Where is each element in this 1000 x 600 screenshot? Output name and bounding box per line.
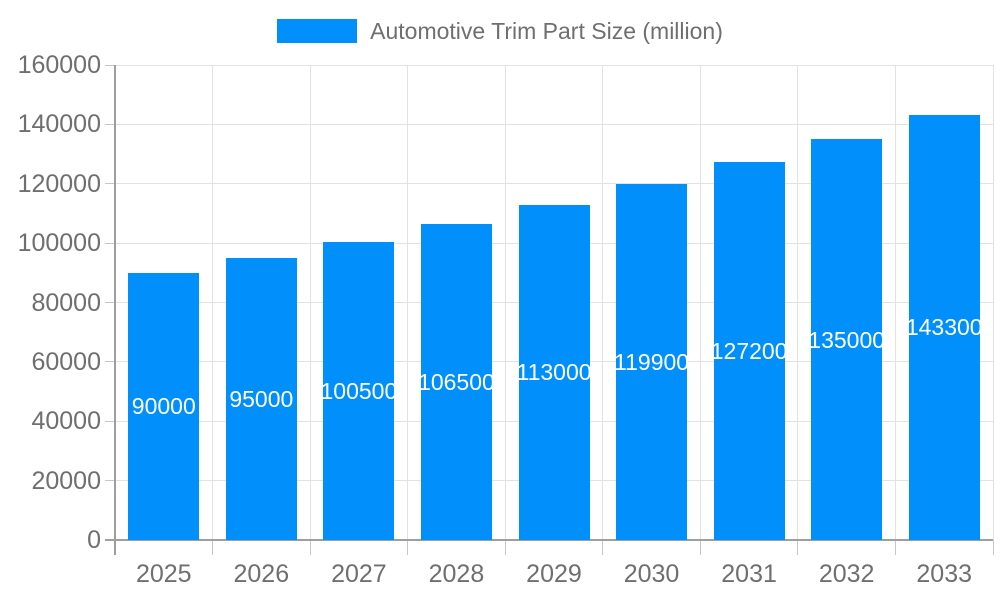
x-gridline: [504, 65, 506, 540]
bar-2032: 135000: [808, 139, 886, 540]
y-axis-tick-label: 20000: [31, 466, 101, 495]
x-gridline: [309, 65, 311, 540]
bar-2026: 95000: [225, 257, 297, 540]
legend-swatch: [277, 19, 358, 43]
bar-value-label: 119900: [614, 349, 690, 376]
y-axis-tick: [105, 64, 115, 66]
bar-value-label: 143300: [905, 314, 983, 341]
x-axis-tick-label: 2028: [428, 560, 485, 588]
x-gridline: [992, 65, 994, 540]
chart-title: Automotive Trim Part Size (million): [370, 18, 723, 44]
y-axis-tick-label: 40000: [31, 407, 101, 436]
x-axis-tick-label: 2027: [331, 560, 387, 588]
x-axis-tick-label: 2031: [721, 560, 777, 588]
y-axis-tick: [105, 183, 115, 185]
y-axis-tick-label: 80000: [31, 288, 101, 317]
x-axis-tick-label: 2033: [916, 560, 973, 588]
x-axis-tick: [992, 540, 994, 555]
y-axis-tick-label: 120000: [17, 169, 101, 198]
bar-value-label: 90000: [131, 393, 196, 420]
bar-value-label: 135000: [808, 326, 886, 353]
y-gridline: [115, 64, 993, 66]
bar-2033: 143300: [905, 114, 983, 540]
bar-2028: 106500: [418, 223, 495, 540]
y-axis-tick: [105, 123, 115, 125]
y-axis-tick-label: 140000: [17, 110, 101, 139]
y-axis-tick-label: 160000: [17, 51, 101, 79]
x-axis-tick-label: 2032: [818, 560, 875, 588]
bar-value-label: 100500: [320, 377, 398, 404]
x-axis-tick: [504, 540, 506, 555]
x-axis-tick-label: 2029: [526, 560, 582, 588]
y-axis-tick: [105, 361, 115, 363]
x-axis-tick: [602, 540, 604, 555]
x-axis-line: [105, 539, 993, 541]
x-axis-tick: [894, 540, 896, 555]
bar-2027: 100500: [321, 241, 397, 540]
x-axis-tick: [407, 540, 409, 555]
x-gridline: [407, 65, 409, 540]
bar-value-label: 106500: [418, 368, 495, 395]
x-gridline: [212, 65, 214, 540]
bar-2025: 90000: [128, 272, 200, 540]
y-axis-tick: [105, 480, 115, 482]
x-gridline: [699, 65, 701, 540]
bar-2030: 119900: [614, 184, 690, 540]
bar-2031: 127200: [710, 162, 788, 540]
chart-legend: Automotive Trim Part Size (million): [0, 18, 1000, 44]
x-gridline: [797, 65, 799, 540]
y-gridline: [115, 183, 993, 185]
y-axis-tick-label: 60000: [31, 347, 101, 376]
x-axis-tick: [699, 540, 701, 555]
x-axis-tick: [797, 540, 799, 555]
y-gridline: [115, 123, 993, 125]
x-gridline: [602, 65, 604, 540]
x-axis-tick-label: 2030: [623, 560, 680, 588]
y-axis-tick: [105, 420, 115, 422]
y-axis-tick: [105, 242, 115, 244]
x-axis-tick: [212, 540, 214, 555]
y-axis-tick-label: 0: [87, 526, 101, 554]
bar-2029: 113000: [516, 204, 592, 540]
x-axis-tick: [309, 540, 311, 555]
bar-value-label: 113000: [516, 359, 592, 386]
y-axis-tick-label: 100000: [17, 229, 101, 258]
y-axis-tick: [105, 302, 115, 303]
x-axis-tick-label: 2025: [135, 560, 192, 588]
x-axis-tick-label: 2026: [233, 560, 290, 588]
y-axis-line: [114, 65, 116, 555]
x-gridline: [894, 65, 896, 540]
bar-value-label: 95000: [229, 385, 294, 412]
bar-value-label: 127200: [710, 338, 788, 365]
